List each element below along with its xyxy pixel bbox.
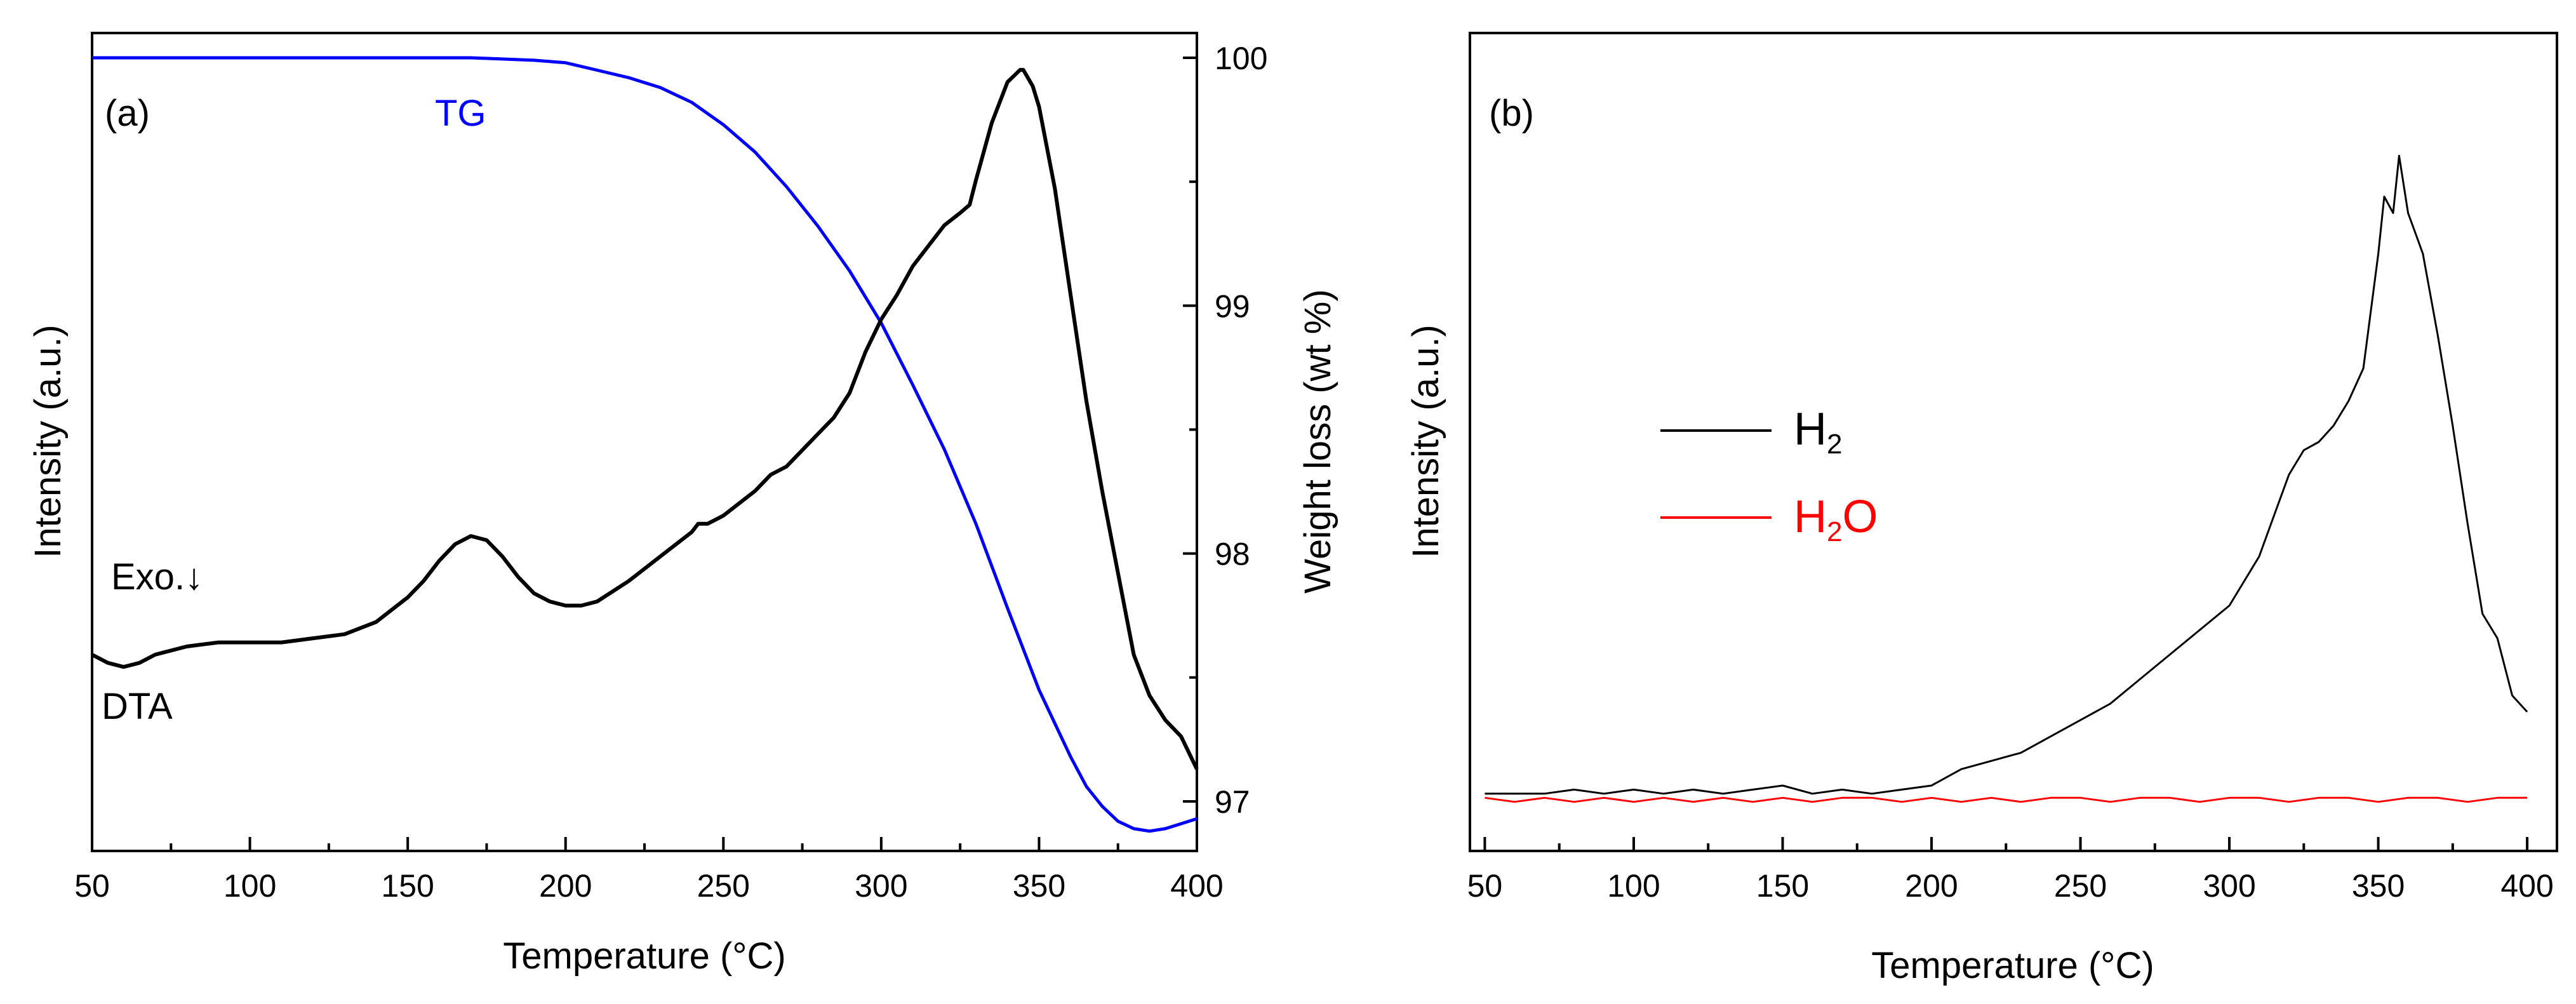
- dta-curve: [91, 68, 1199, 770]
- legend-h2o-label: H2O: [1794, 492, 1878, 547]
- tg-label: TG: [435, 93, 486, 134]
- panel-b-frame: [1469, 32, 2558, 852]
- panel-b-label: (b): [1489, 93, 1534, 134]
- panel-a-x-ticks: 50 100 150 200 250 300 350 400: [74, 837, 1224, 904]
- panel-a-x-tick-label: 300: [855, 868, 907, 904]
- panel-b-x-tick-label: 400: [2500, 868, 2553, 904]
- h2-curve: [1485, 154, 2528, 795]
- panel-a-y-ticks-right: 97 98 99 100: [1183, 41, 1267, 820]
- panel-b-x-axis-title: Temperature (°C): [1871, 945, 2154, 986]
- panel-a-frame: [91, 32, 1198, 852]
- panel-a-x-tick-label: 400: [1170, 868, 1223, 904]
- panel-a-y-tick-label-right: 97: [1215, 784, 1250, 820]
- tg-curve: [92, 56, 1198, 833]
- panel-b-y-axis-title: Intensity (a.u.): [1405, 325, 1446, 558]
- panel-a-x-tick-label: 350: [1013, 868, 1065, 904]
- panel-b-x-tick-label: 150: [1756, 868, 1809, 904]
- panel-a-x-tick-label: 50: [74, 868, 110, 904]
- dta-label: DTA: [102, 686, 173, 727]
- panel-a-y-tick-label-right: 98: [1215, 537, 1250, 572]
- panel-a-label: (a): [105, 93, 150, 134]
- panel-b: 50 100 150 200 250 300 350 400 (b) H2 H2O Tempe…: [1405, 32, 2558, 986]
- panel-a-y-tick-label-right: 100: [1215, 41, 1267, 76]
- panel-a-y-axis-title-left: Intensity (a.u.): [27, 325, 69, 558]
- panel-b-x-tick-label: 350: [2352, 868, 2405, 904]
- panel-a-x-tick-label: 250: [697, 868, 750, 904]
- legend: H2 H2O: [1660, 404, 1878, 547]
- panel-a: 50 100 150 200 250 300 350 400 97 98 99 100 (a) TG…: [27, 32, 1338, 977]
- panel-b-x-tick-label: 250: [2054, 868, 2107, 904]
- panel-a-x-axis-title: Temperature (°C): [503, 935, 785, 977]
- panel-b-x-tick-label: 200: [1905, 868, 1958, 904]
- panel-a-x-tick-label: 200: [539, 868, 592, 904]
- exo-annotation: Exo.↓: [111, 556, 203, 598]
- panel-a-y-axis-title-right: Weight loss (wt %): [1297, 289, 1338, 593]
- panel-b-x-tick-label: 100: [1607, 868, 1660, 904]
- panel-a-y-tick-label-right: 99: [1215, 288, 1250, 324]
- panel-b-x-ticks: 50 100 150 200 250 300 350 400: [1467, 837, 2554, 904]
- panel-a-x-tick-label: 100: [224, 868, 276, 904]
- panel-b-x-tick-label: 300: [2203, 868, 2255, 904]
- legend-h2-label: H2: [1794, 404, 1842, 460]
- h2o-curve: [1485, 796, 2528, 803]
- panel-a-x-tick-label: 150: [381, 868, 434, 904]
- panel-b-x-tick-label: 50: [1467, 868, 1503, 904]
